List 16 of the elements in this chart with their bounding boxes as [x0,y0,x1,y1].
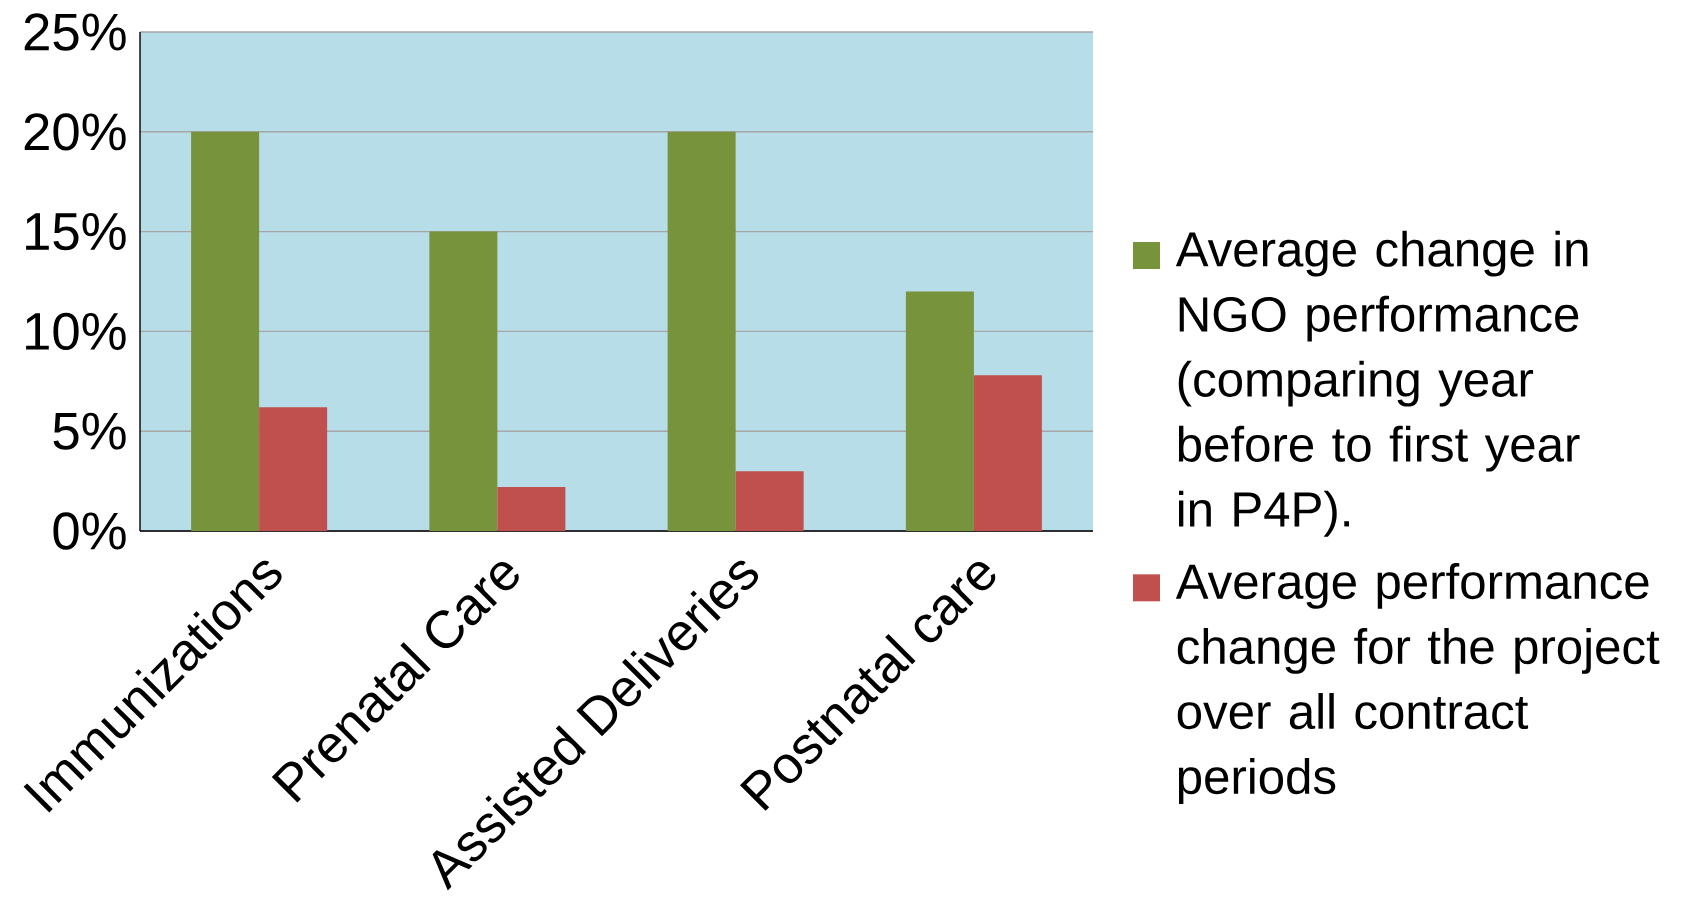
bar [429,231,498,531]
bar [905,291,974,531]
legend-label: Average change in NGO performance (comparing year before to first year in P4P). [1175,230,1588,537]
y-tick-label: 5% [53,412,126,450]
bar [259,407,328,531]
bar [973,375,1042,531]
y-tick-label: 25% [24,13,126,51]
bar [497,486,566,531]
y-tick-label: 10% [26,312,126,350]
y-tick-label: 15% [26,212,126,250]
bar [191,131,260,531]
legend-label: Average performance change for the project over all contract periods [1175,562,1660,804]
y-tick-label: 0% [53,512,126,550]
y-tick-label: 20% [24,112,126,151]
bar [735,470,804,531]
bar [667,131,736,531]
